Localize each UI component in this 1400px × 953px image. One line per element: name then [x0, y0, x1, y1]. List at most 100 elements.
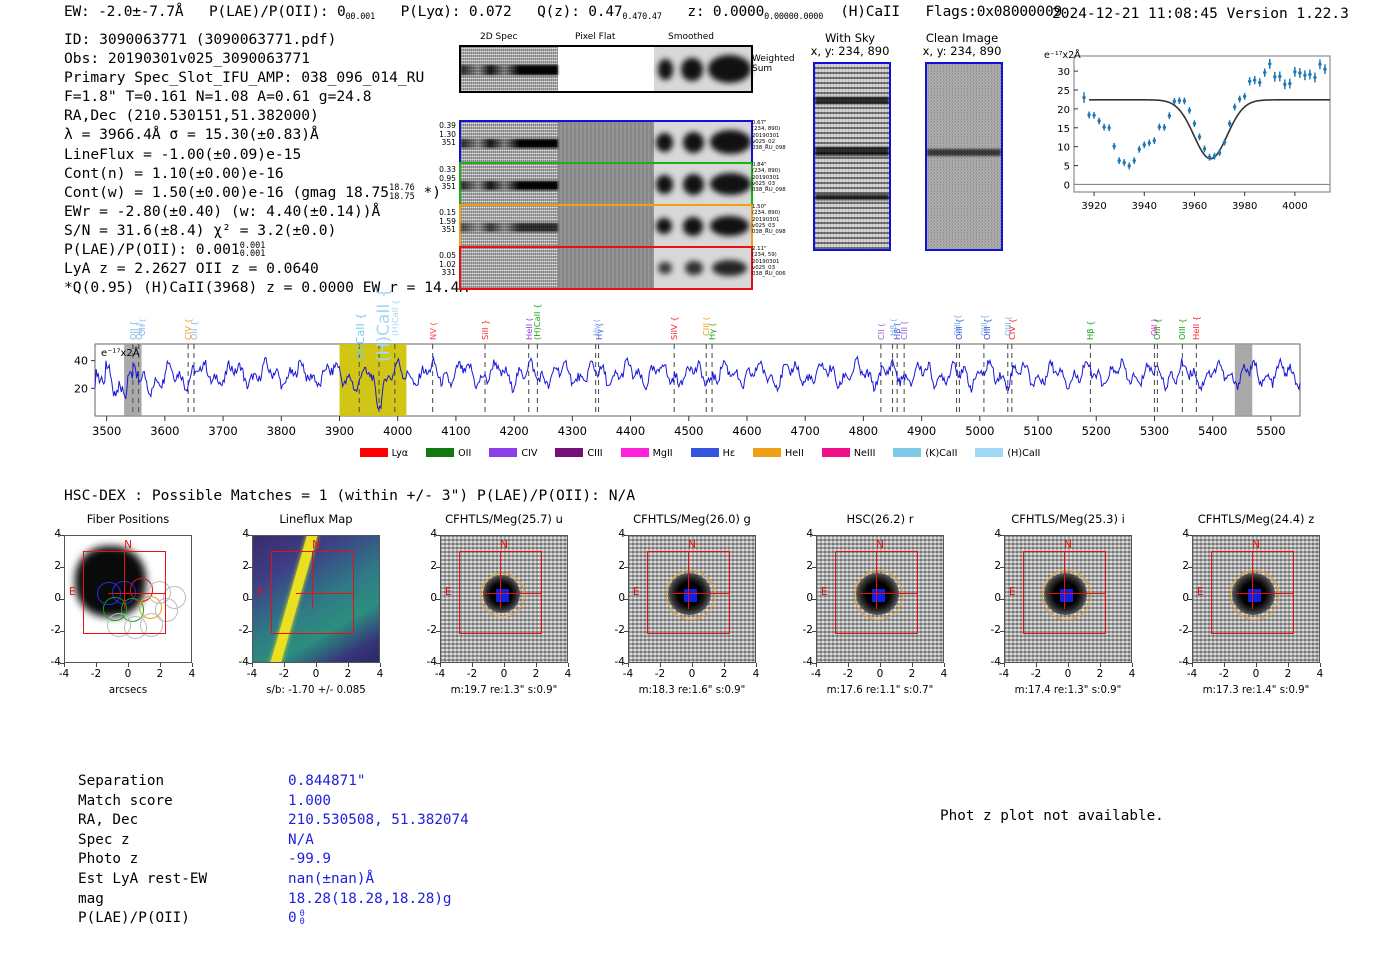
cut-xtickmark-6-2 — [1256, 663, 1257, 667]
legend-label-MgII: MgII — [652, 448, 673, 459]
detection-info-block: ID: 3090063771 (3090063771.pdf) Obs: 201… — [64, 30, 468, 297]
center-marker — [1248, 588, 1262, 602]
svg-text:5100: 5100 — [1023, 424, 1052, 438]
cut-xtick-0-3: 2 — [156, 668, 164, 680]
cut-ytickmark-3-3 — [624, 567, 628, 568]
cut-xtickmark-2-4 — [568, 663, 569, 667]
info-params: F=1.8" T=0.161 N=1.08 A=0.61 g=24.8 — [64, 88, 372, 106]
svg-text:25: 25 — [1057, 86, 1070, 97]
cut-ytick-6-3: 2 — [1182, 560, 1189, 572]
header-plae-sub: 0.001 — [350, 11, 376, 22]
property-value-text-7: 0 — [288, 910, 297, 927]
strip-title-2dspec: 2D Spec — [480, 32, 518, 42]
cut-ytickmark-4-4 — [812, 535, 816, 536]
property-value-text-0: 0.844871" — [288, 773, 366, 789]
line-label-22: OIII { — [954, 318, 965, 340]
legend-label-NeIII: NeIII — [853, 448, 876, 459]
svg-text:4300: 4300 — [558, 424, 587, 438]
spectrum-legend: Lyα OII CIV CIII MgII Hε HeII NeIII (K)CaII (H)Ca… — [0, 448, 1400, 459]
cut-ytick-0-0: -4 — [50, 656, 61, 668]
clean-image-title: Clean Image x, y: 234, 890 — [922, 31, 1002, 58]
property-value-text-4: -99.9 — [288, 851, 332, 868]
cutout-panel-6[interactable] — [1192, 535, 1320, 663]
cut-ytick-5-4: 4 — [994, 528, 1001, 540]
cut-xtickmark-4-0 — [816, 663, 817, 667]
svg-text:5: 5 — [1064, 162, 1070, 173]
cutout-panel-4[interactable] — [816, 535, 944, 663]
cut-xtickmark-3-1 — [660, 663, 661, 667]
svg-text:4000: 4000 — [383, 424, 412, 438]
cut-xtickmark-0-4 — [192, 663, 193, 667]
cut-ytickmark-5-2 — [1000, 599, 1004, 600]
aperture-ring — [480, 572, 525, 618]
cut-xtick-1-3: 2 — [344, 668, 352, 680]
line-label-20: CIII ( — [899, 320, 910, 340]
header-zline: (H)CaII — [840, 4, 900, 20]
strip-title-smoothed: Smoothed — [668, 32, 714, 42]
info-cont-w-sub: 18.75 — [389, 191, 415, 202]
east-marker-4: E — [821, 586, 828, 599]
property-value-text-5: nan(±nan)Å — [288, 870, 375, 887]
fitplot-svg: 0 5 10 15 20 25 30 3920 3940 3960 3980 4000 — [1057, 55, 1331, 212]
cut-xtickmark-3-0 — [628, 663, 629, 667]
cutout-title-2: CFHTLS/Meg(25.7) u — [445, 512, 563, 526]
info-lambda-sigma: λ = 3966.4Å σ = 15.30(±0.83)Å — [64, 126, 319, 144]
cut-xtickmark-4-1 — [848, 663, 849, 667]
aperture-ring — [853, 570, 904, 620]
cut-xtick-2-0: -4 — [434, 668, 446, 680]
cut-xtick-1-1: -2 — [278, 668, 290, 680]
cutout-panel-3[interactable] — [628, 535, 756, 663]
cut-xtickmark-5-0 — [1004, 663, 1005, 667]
twod-panel-1 — [459, 120, 753, 164]
cut-xtick-5-4: 4 — [1128, 668, 1136, 680]
cut-xtickmark-0-1 — [96, 663, 97, 667]
cut-ytickmark-2-4 — [436, 535, 440, 536]
fiber-circle-10 — [97, 581, 121, 606]
cut-ytick-1-2: 0 — [242, 592, 249, 604]
aperture-ring — [1229, 570, 1280, 620]
svg-text:4400: 4400 — [616, 424, 645, 438]
north-marker-4: N — [876, 539, 885, 551]
cut-xtick-2-1: -2 — [466, 668, 478, 680]
cut-ytick-2-3: 2 — [430, 560, 437, 572]
line-label-24: OIII { — [981, 318, 992, 340]
cutout-panel-2[interactable] — [440, 535, 568, 663]
line-label-27: Hβ { — [1085, 320, 1096, 340]
cutout-panel-5[interactable] — [1004, 535, 1132, 663]
cut-xtickmark-2-0 — [440, 663, 441, 667]
cut-ytickmark-0-4 — [60, 535, 64, 536]
svg-text:4700: 4700 — [791, 424, 820, 438]
property-key-2: RA, Dec — [78, 812, 139, 829]
cut-xtick-1-0: -4 — [246, 668, 258, 680]
cut-xtick-1-4: 4 — [376, 668, 384, 680]
property-key-5: Est LyA rest-EW — [78, 870, 208, 887]
cutout-panel-1[interactable] — [252, 535, 380, 663]
info-plae-sup: 0.001 — [239, 240, 266, 251]
cut-ytick-3-3: 2 — [618, 560, 625, 572]
crosshair-horizontal — [483, 592, 542, 594]
cutout-panel-0[interactable] — [64, 535, 192, 663]
header-z-sub: 0.0000 — [793, 11, 824, 22]
line-label-5: (K)CaII { — [354, 312, 368, 360]
line-label-17: CII ( — [875, 323, 886, 340]
legend-item-OII: OII — [426, 448, 471, 459]
header-summary-line: EW: -2.0±-7.7Å P(LAE)/P(OII): 000.001 P(… — [64, 4, 1062, 21]
property-value-4: -99.9 — [288, 850, 469, 870]
cutout-title-0: Fiber Positions — [86, 512, 170, 526]
legend-item-(K)CaII: (K)CaII — [893, 448, 957, 459]
cut-ytickmark-5-3 — [1000, 567, 1004, 568]
cut-ytick-2-1: -2 — [426, 624, 437, 636]
cut-xtick-5-3: 2 — [1096, 668, 1104, 680]
svg-text:3600: 3600 — [150, 424, 179, 438]
legend-swatch-OII — [426, 448, 455, 457]
center-marker — [1060, 588, 1074, 602]
cut-ytickmark-0-3 — [60, 567, 64, 568]
cut-ytickmark-2-1 — [436, 631, 440, 632]
cut-ytick-1-1: -2 — [238, 624, 249, 636]
header-plae-label: P(LAE)/P(OII): — [209, 4, 329, 20]
cutout-caption-1: s/b: -1.70 +/- 0.085 — [266, 685, 366, 696]
crosshair-vertical — [1064, 551, 1066, 610]
legend-label-Lyα: Lyα — [391, 448, 409, 459]
cut-ytick-4-4: 4 — [806, 528, 813, 540]
cut-xtick-0-0: -4 — [58, 668, 70, 680]
